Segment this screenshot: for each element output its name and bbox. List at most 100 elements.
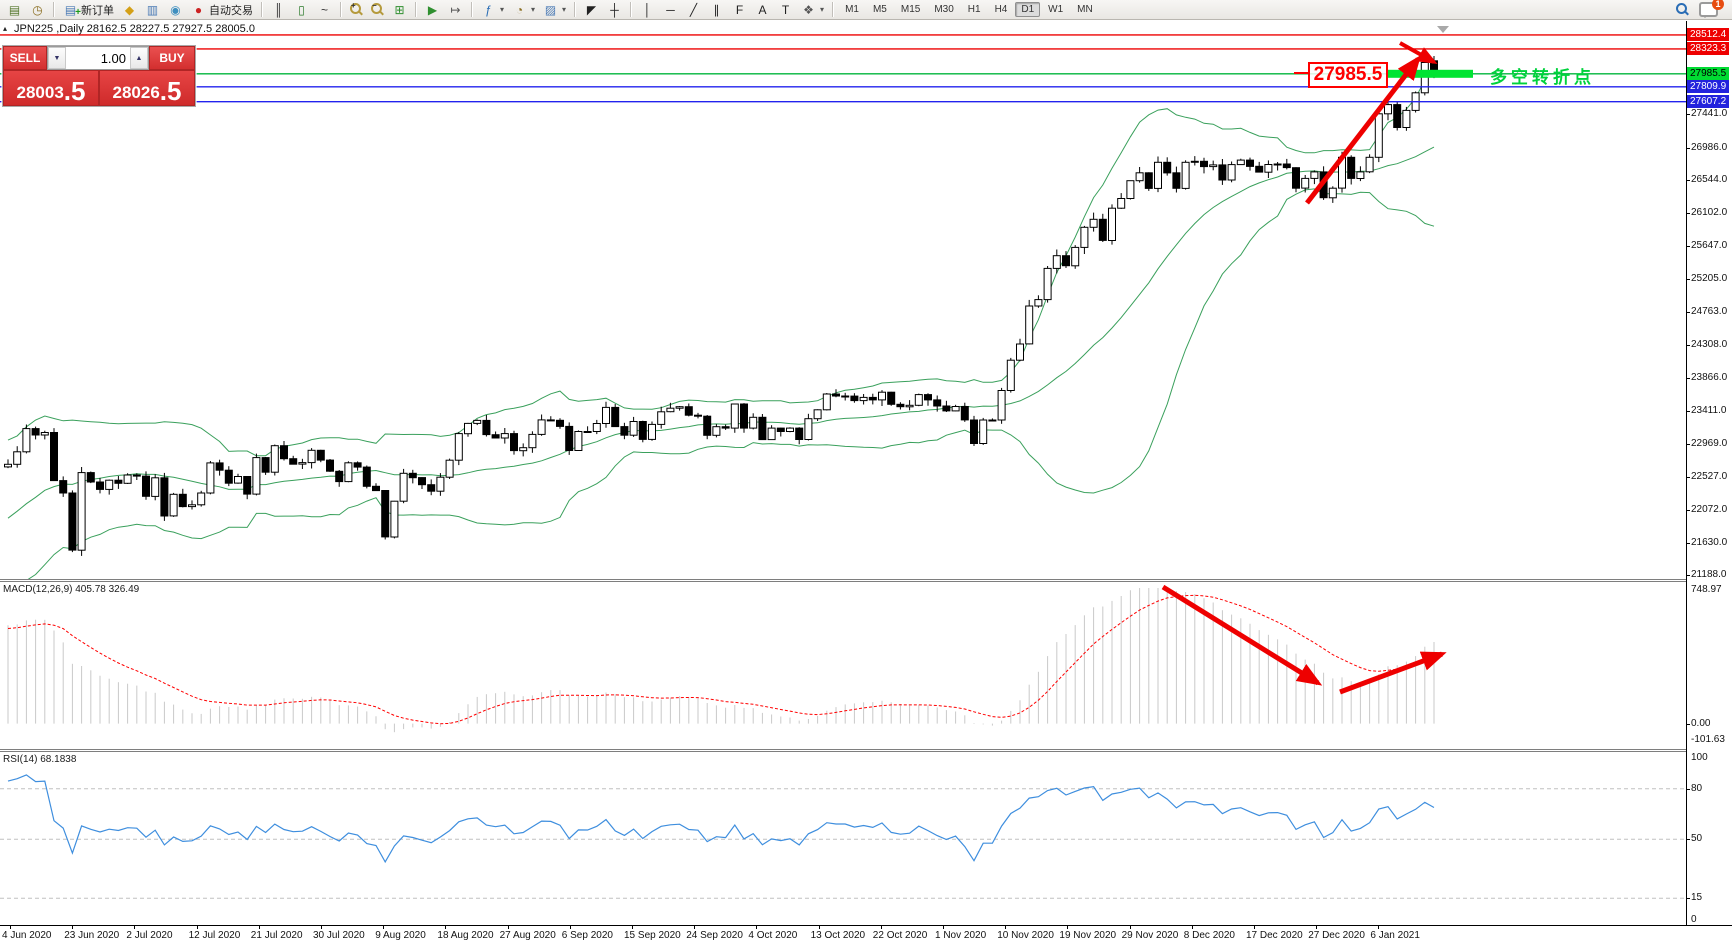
- chart-window: 27441.0 26986.0 26544.0 26102.0 25647.0 25205…: [0, 21, 1732, 945]
- macd-zero-label: 0.00: [1691, 717, 1711, 729]
- text-button[interactable]: A: [751, 1, 774, 19]
- timeframe-h1[interactable]: H1: [967, 4, 981, 15]
- date-tick: [258, 926, 260, 929]
- sell-button[interactable]: SELL: [3, 46, 47, 70]
- price-line-badge: 27809.9: [1687, 79, 1730, 93]
- date-tick-label: 22 Oct 2020: [872, 930, 928, 941]
- date-tick-label: 27 Aug 2020: [499, 930, 556, 941]
- date-tick-label: 23 Jun 2020: [64, 930, 120, 941]
- price-tick-label: 23411.0: [1691, 405, 1727, 417]
- zoom-in-button[interactable]: +: [346, 1, 367, 18]
- rsi-min-label: 0: [1691, 913, 1697, 925]
- fibonacci-button[interactable]: F: [728, 1, 751, 19]
- zoom-out-button[interactable]: −: [367, 1, 388, 18]
- bollinger-lower-band: [27, 188, 1435, 579]
- price-callout[interactable]: 27985.5: [1308, 62, 1388, 88]
- profiles-button[interactable]: ◷: [26, 1, 49, 19]
- timeframe-w1[interactable]: W1: [1048, 4, 1064, 15]
- cursor-button[interactable]: ◤: [580, 1, 603, 19]
- date-tick-label: 29 Nov 2020: [1121, 930, 1179, 941]
- pivot-annotation-text[interactable]: 多空转折点: [1490, 68, 1595, 87]
- price-tick-label: 23866.0: [1691, 371, 1728, 383]
- macd-signal-line: [7, 594, 1435, 725]
- horizontal-line-button[interactable]: ─: [659, 1, 682, 19]
- price-tick-label: 26986.0: [1691, 141, 1728, 153]
- panel-separator[interactable]: [0, 579, 1686, 582]
- shapes-button[interactable]: ❖ ▾: [797, 1, 828, 19]
- fibonacci-icon: F: [735, 2, 744, 17]
- date-tick-label: 6 Jan 2021: [1370, 930, 1420, 941]
- price-axis[interactable]: 27441.0 26986.0 26544.0 26102.0 25647.0 25205…: [1686, 21, 1732, 925]
- one-click-toggle-icon[interactable]: ▴: [3, 24, 8, 33]
- line-chart-icon: ~: [320, 2, 328, 17]
- volume-up-icon[interactable]: ▲: [130, 47, 148, 69]
- price-line-badge: 27985.5: [1687, 66, 1730, 80]
- date-tick: [507, 926, 509, 929]
- date-tick-label: 21 Jul 2020: [250, 930, 303, 941]
- price-line-badge: 28323.3: [1687, 41, 1730, 55]
- toolbar-separator: [261, 2, 263, 17]
- bar-chart-button[interactable]: ║: [267, 1, 290, 19]
- vertical-line-icon: │: [643, 2, 652, 17]
- price-tick-label: 25205.0: [1691, 273, 1728, 285]
- buy-button[interactable]: BUY: [149, 46, 195, 70]
- equidistant-channel-button[interactable]: ∥: [705, 1, 728, 19]
- templates-icon: ▨: [544, 2, 557, 17]
- signals-button[interactable]: ◉: [164, 1, 187, 19]
- periods-button[interactable]: ◔ ▾: [508, 1, 539, 19]
- date-tick: [1378, 926, 1380, 929]
- new-order-icon: ▤: [63, 3, 81, 20]
- auto-scroll-button[interactable]: ▶: [421, 1, 444, 19]
- indicators-button[interactable]: ƒ ▾: [477, 1, 508, 19]
- timeframe-m15[interactable]: M15: [900, 4, 921, 15]
- chevron-down-icon: ▾: [500, 5, 505, 14]
- search-icon[interactable]: [1676, 3, 1689, 16]
- chart-title: JPN225 ,Daily 28162.5 28227.5 27927.5 28…: [14, 23, 255, 35]
- price-tick-label: 21630.0: [1691, 536, 1728, 548]
- new-order-button[interactable]: ▤新订单: [59, 0, 118, 20]
- panel-separator[interactable]: [0, 749, 1686, 752]
- candlestick-chart-button[interactable]: ▯: [290, 1, 313, 19]
- market-watch-button[interactable]: ◆: [118, 1, 141, 19]
- data-window-button[interactable]: ▥: [141, 1, 164, 19]
- timeframe-m5[interactable]: M5: [872, 4, 887, 15]
- line-chart-button[interactable]: ~: [313, 1, 336, 19]
- equidistant-channel-icon: ∥: [713, 2, 720, 17]
- templates-button[interactable]: ▨ ▾: [539, 1, 570, 19]
- sell-price[interactable]: 28003 .5: [3, 70, 99, 106]
- buy-price[interactable]: 28026 .5: [99, 70, 195, 106]
- macd-panel[interactable]: [0, 582, 1686, 749]
- sell-price-dec: .5: [63, 76, 86, 106]
- autotrading-button[interactable]: ● 自动交易: [187, 0, 257, 20]
- crosshair-button[interactable]: ┼: [603, 1, 626, 19]
- timeframe-mn[interactable]: MN: [1077, 4, 1093, 15]
- candles: [4, 56, 1438, 556]
- main-chart[interactable]: [0, 21, 1686, 579]
- timeframe-h4[interactable]: H4: [994, 4, 1008, 15]
- label-icon: T: [781, 2, 790, 17]
- rsi-panel[interactable]: [0, 752, 1686, 924]
- new-chart-icon: ▤: [8, 2, 21, 17]
- rsi-max-label: 100: [1691, 752, 1708, 763]
- date-tick-label: 13 Oct 2020: [810, 930, 866, 941]
- chat-icon[interactable]: 1: [1699, 0, 1724, 18]
- timeframe-m30[interactable]: M30: [934, 4, 954, 15]
- timeframe-d1[interactable]: D1: [1015, 2, 1041, 17]
- chart-shift-button[interactable]: ↦: [444, 1, 467, 19]
- date-tick-label: 1 Nov 2020: [935, 930, 987, 941]
- price-tick-label: 27441.0: [1691, 108, 1728, 119]
- chart-shift-icon: ↦: [450, 2, 461, 17]
- date-tick: [1191, 926, 1193, 929]
- timeframe-m1[interactable]: M1: [845, 4, 859, 15]
- trend-up-arrow: [1305, 55, 1422, 205]
- vertical-line-button[interactable]: │: [636, 1, 659, 19]
- volume-down-icon[interactable]: ▼: [48, 47, 66, 69]
- volume-input[interactable]: 1.00: [100, 50, 126, 66]
- toolbar-separator: [415, 2, 417, 17]
- label-button[interactable]: T: [774, 1, 797, 19]
- date-tick: [321, 926, 322, 929]
- time-axis[interactable]: 4 Jun 2020 23 Jun 2020 2 Jul 2020 12 Jul 20…: [0, 925, 1732, 945]
- tile-windows-button[interactable]: ⊞: [388, 1, 411, 19]
- trendline-button[interactable]: ╱: [682, 1, 705, 19]
- new-chart-button[interactable]: ▤: [3, 1, 26, 19]
